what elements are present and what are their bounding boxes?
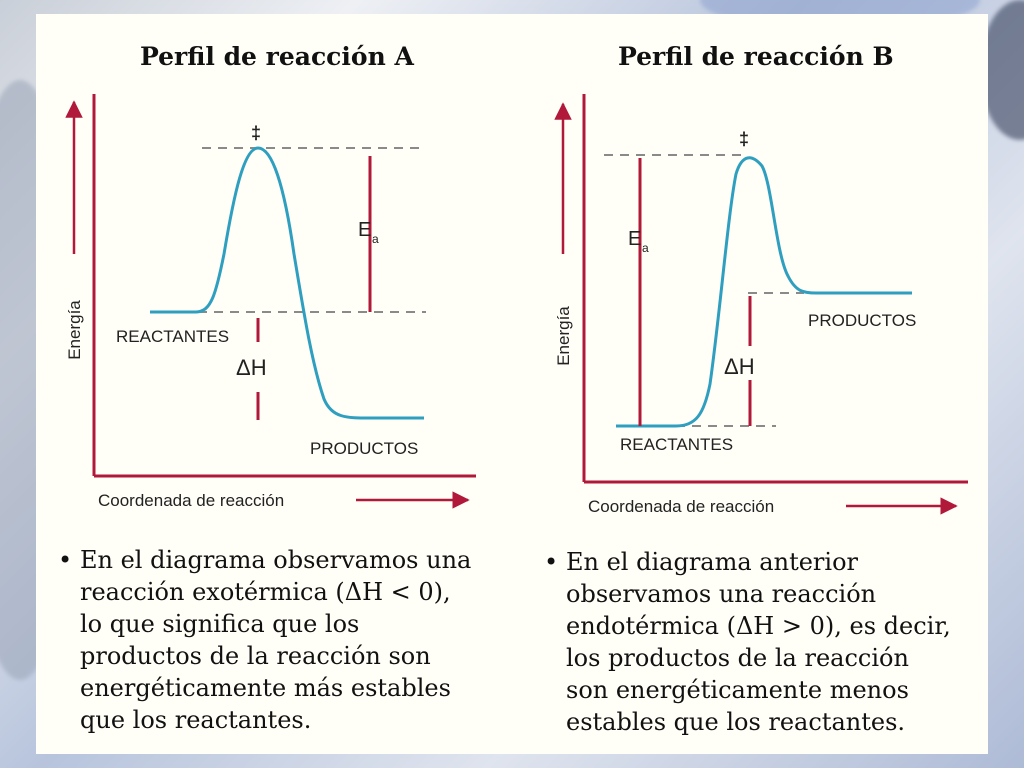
panel-a-transition-marker: ‡ (251, 123, 261, 143)
panel-b-energy-curve (616, 156, 912, 428)
panel-a-diagram: ‡ E a ΔH REACTANTES PRODUCTOS Energía Co… (65, 94, 476, 510)
panel-b-reactants-label: REACTANTES (620, 435, 733, 454)
panel-a-ea-label: E (358, 219, 371, 241)
panel-a-x-axis-label: Coordenada de reacción (98, 491, 284, 510)
panel-b-bullet: • (544, 548, 559, 576)
content-card: Perfil de reacción A Perfil de reacción … (36, 14, 988, 754)
panel-b-title: Perfil de reacción B (618, 42, 894, 71)
panel-b-dh-label: ΔH (724, 354, 755, 379)
panel-a-description: • En el diagrama observamos una reacción… (58, 544, 472, 736)
panel-a-ea-subscript: a (372, 232, 379, 246)
panel-b-description-line: En el diagrama anterior (566, 548, 858, 576)
panel-a-energy-curve (150, 146, 424, 420)
panel-a-description-line: reacción exotérmica (ΔH < 0), (80, 578, 451, 606)
panel-a-description-line: productos de la reacción son (80, 642, 431, 670)
energy-diagrams: ‡ E a ΔH REACTANTES PRODUCTOS Energía Co… (65, 94, 968, 516)
panel-b-y-axis-label: Energía (554, 306, 573, 366)
panel-a-description-line: lo que significa que los (80, 610, 360, 638)
panel-b-ea-subscript: a (642, 241, 649, 255)
panel-a-description-line: En el diagrama observamos una (80, 546, 472, 574)
panel-a-products-label: PRODUCTOS (310, 439, 418, 458)
panel-b-description-line: son energéticamente menos (566, 676, 909, 704)
panel-a-y-axis-label: Energía (65, 300, 84, 360)
panel-b-transition-marker: ‡ (739, 129, 749, 149)
panel-a-reactants-label: REACTANTES (116, 327, 229, 346)
panel-a-description-line: energéticamente más estables (80, 674, 451, 702)
panel-b-description-line: endotérmica (ΔH > 0), es decir, (566, 612, 951, 640)
panel-a-bullet: • (58, 546, 73, 574)
panel-a-dh-label: ΔH (236, 355, 267, 380)
panel-b-x-axis-label: Coordenada de reacción (588, 497, 774, 516)
panel-b-diagram: ‡ E a ΔH REACTANTES PRODUCTOS Energía Co… (554, 94, 968, 516)
panel-a-title: Perfil de reacción A (140, 42, 414, 71)
panel-b-ea-label: E (628, 228, 641, 250)
panel-a-description-line: que los reactantes. (80, 706, 312, 734)
panel-b-description-line: estables que los reactantes. (566, 708, 906, 736)
panel-b-description: • En el diagrama anterior observamos una… (544, 546, 951, 738)
panel-b-products-label: PRODUCTOS (808, 311, 916, 330)
panel-b-description-line: observamos una reacción (566, 580, 877, 608)
panel-b-description-line: los productos de la reacción (566, 644, 909, 672)
